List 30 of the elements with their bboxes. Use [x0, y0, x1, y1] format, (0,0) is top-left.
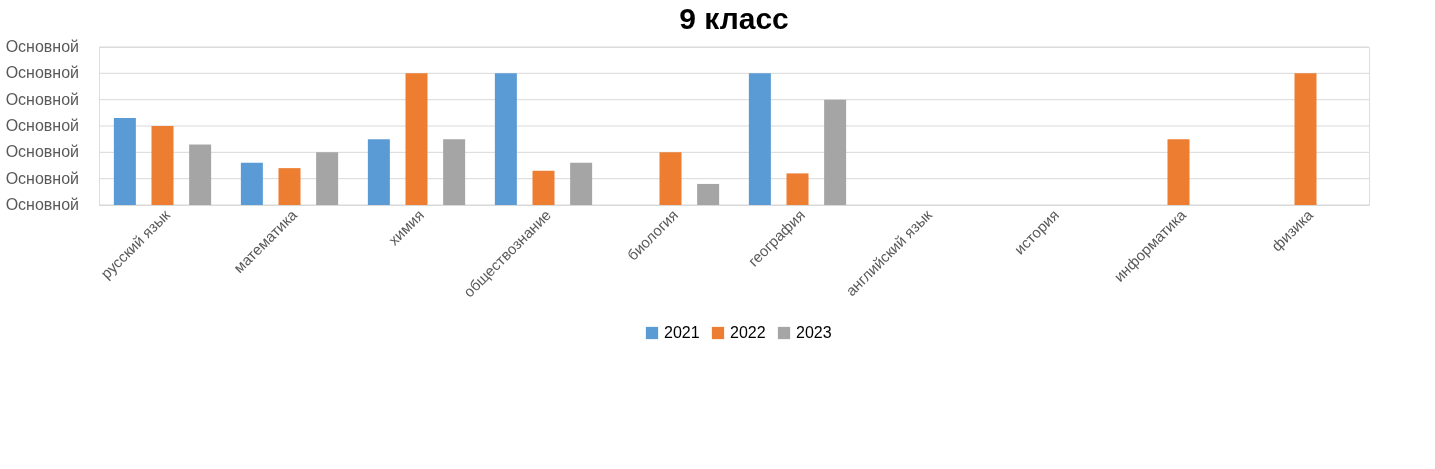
bar: [189, 144, 212, 205]
bar: [659, 152, 682, 205]
text: Основной: [5, 196, 79, 213]
bar: [570, 162, 593, 205]
bar: [1294, 73, 1317, 205]
bar: [786, 173, 809, 205]
chart-title: 9 класс: [679, 2, 789, 35]
text: Основной: [5, 64, 79, 82]
legend-label: 2021: [664, 324, 700, 341]
bar: [824, 99, 847, 205]
bar: [494, 73, 517, 205]
bar: [532, 170, 555, 205]
bar: [748, 73, 771, 205]
text: Основной: [5, 143, 79, 161]
bar: [113, 118, 136, 205]
bar: [697, 183, 720, 205]
bar: [367, 139, 390, 205]
text: Основной: [5, 38, 79, 55]
text: Основной: [5, 117, 79, 134]
bar: [240, 162, 263, 205]
legend-label: 2022: [730, 324, 766, 341]
bar: [405, 73, 428, 205]
bar: [1167, 139, 1190, 205]
text: Основной: [5, 90, 79, 108]
text: Основной: [5, 169, 79, 187]
bar: [443, 139, 466, 205]
bar: [316, 152, 339, 205]
bar: [151, 126, 174, 205]
bar: [278, 168, 301, 205]
legend-label: 2023: [796, 324, 832, 341]
